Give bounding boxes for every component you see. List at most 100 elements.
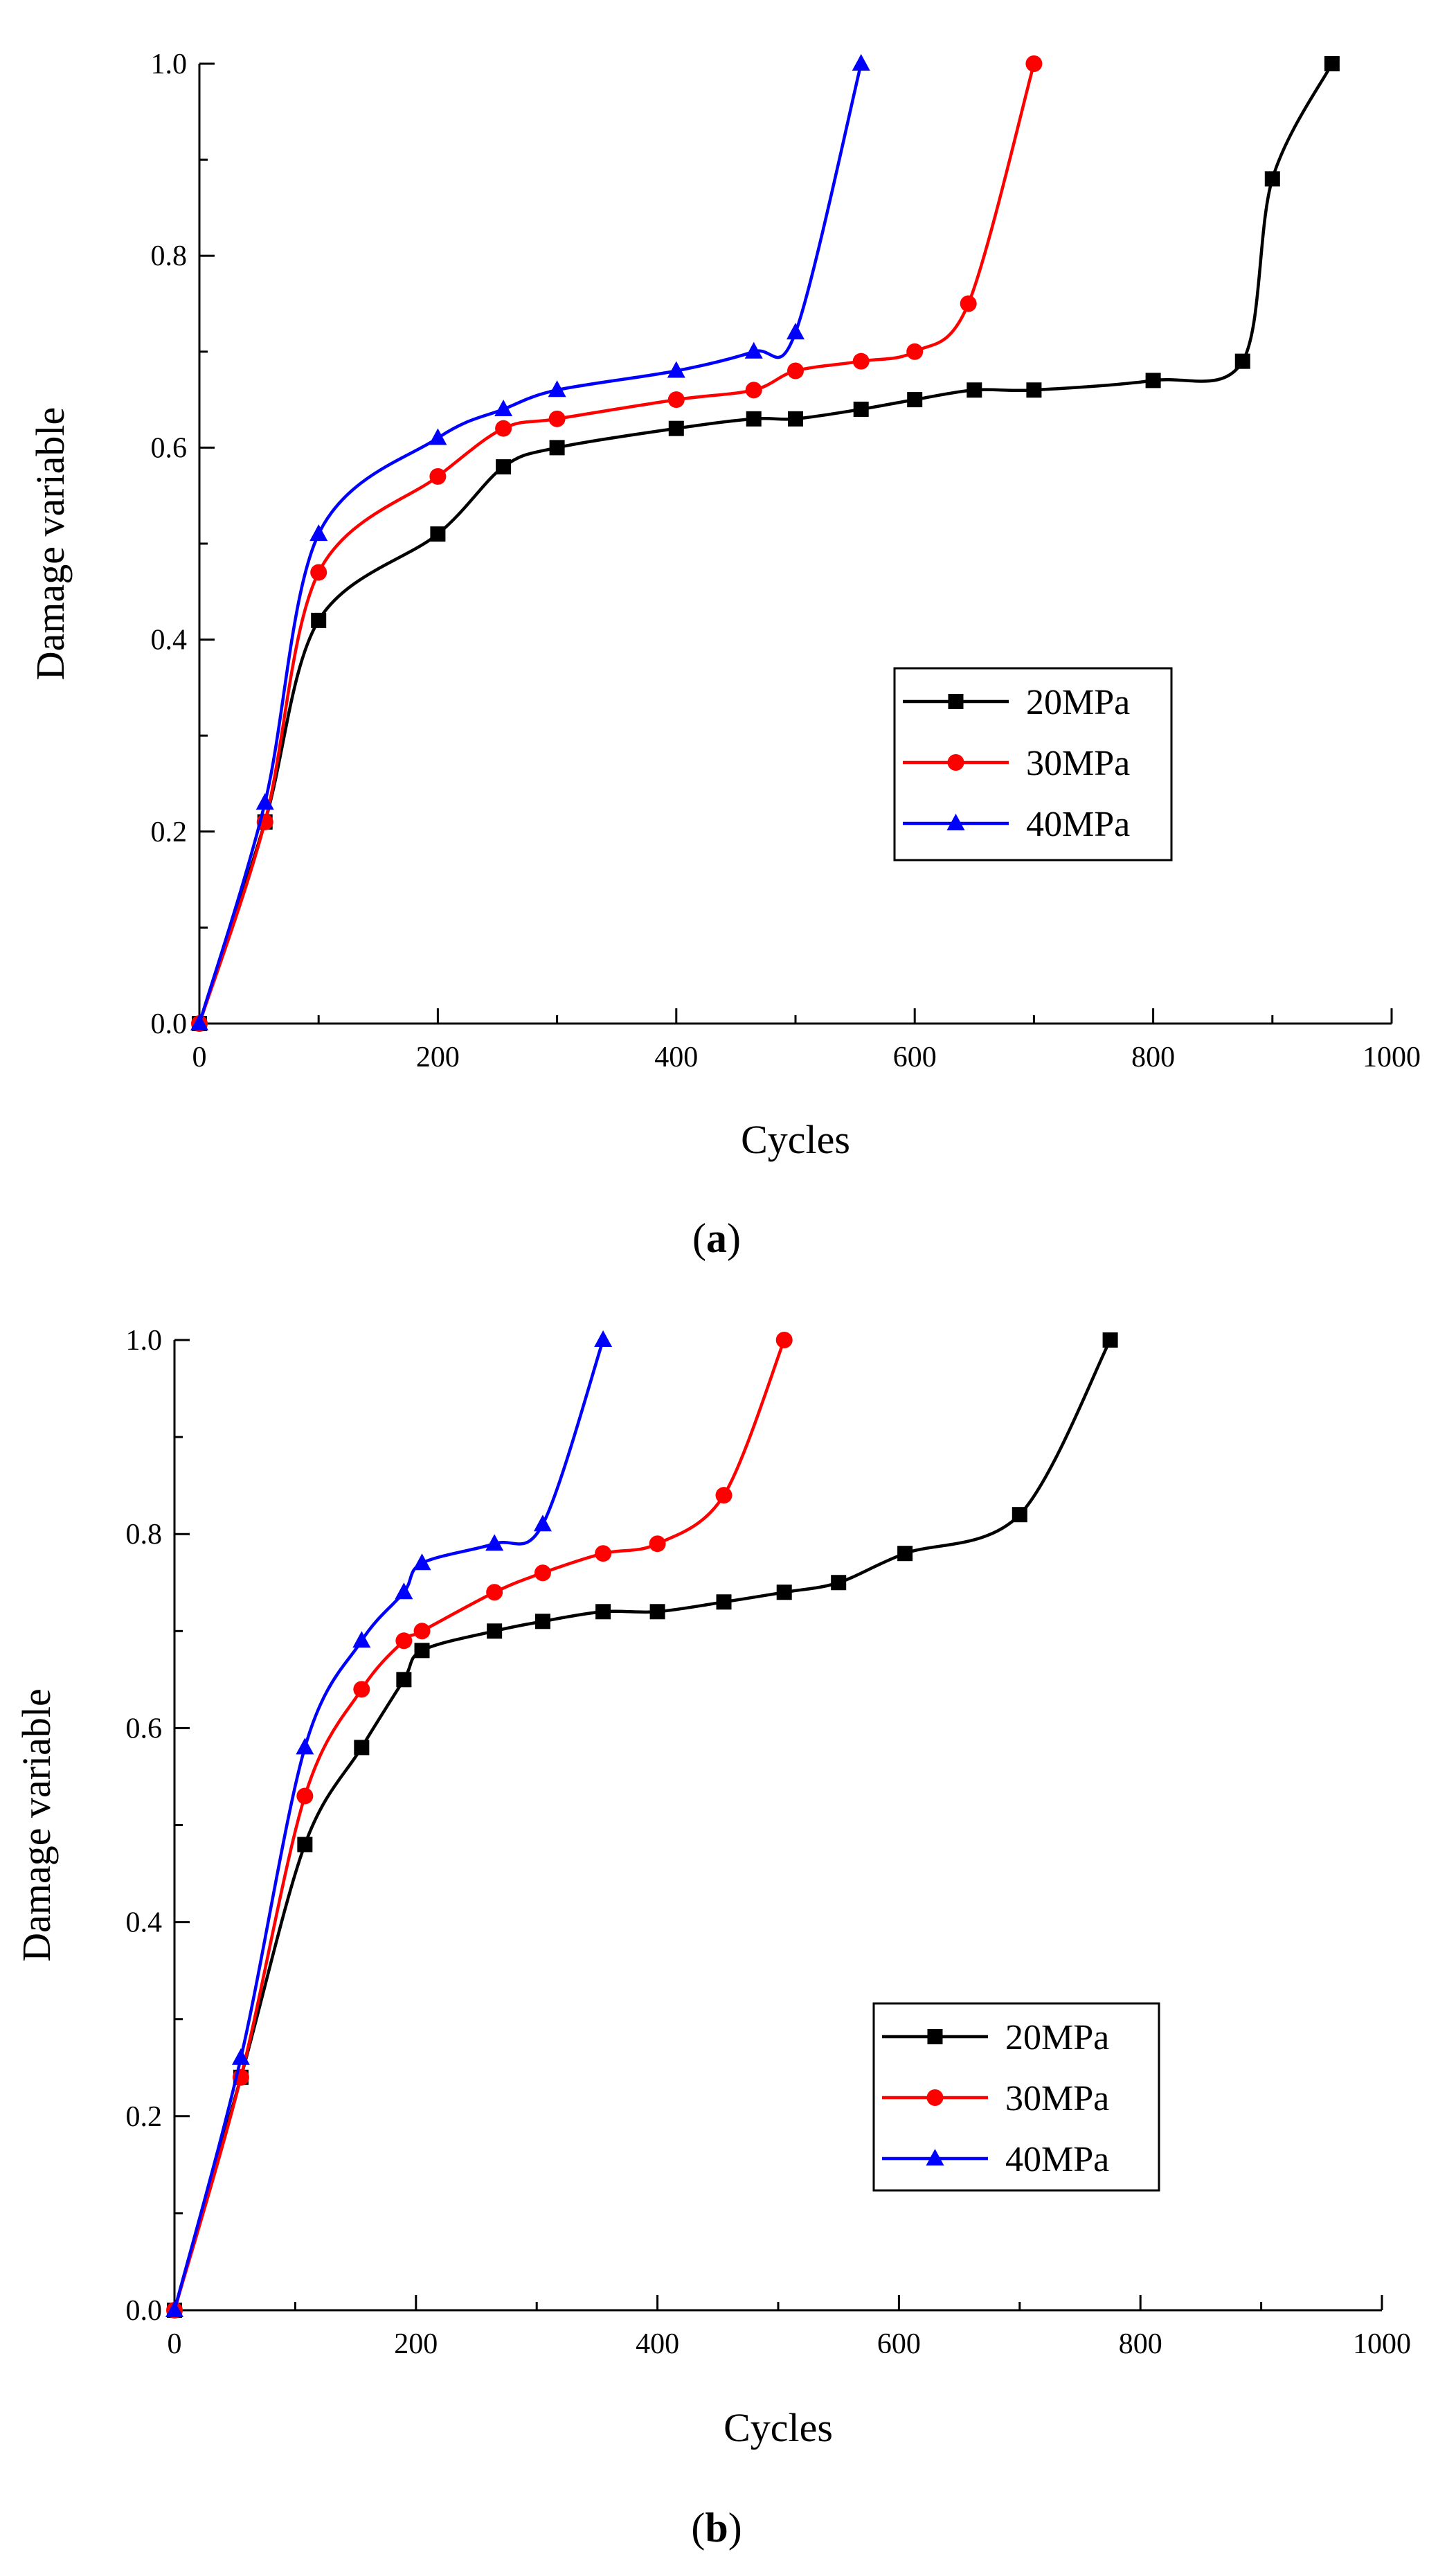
legend-marker-30MPa — [947, 754, 964, 771]
data-point-30MPa — [429, 467, 447, 485]
legend-marker-20MPa — [927, 2029, 943, 2044]
data-point-20MPa — [1102, 1332, 1118, 1348]
series-line-40MPa — [197, 63, 863, 1024]
data-point-20MPa — [668, 420, 684, 436]
legend-marker-40MPa — [926, 2149, 944, 2165]
series-line-40MPa — [172, 1339, 605, 2311]
x-tick-label: 400 — [654, 1042, 698, 1073]
data-point-40MPa — [548, 380, 566, 398]
data-point-20MPa — [1012, 1507, 1027, 1523]
y-axis-title: Damage variable — [28, 407, 73, 681]
data-point-30MPa — [395, 1632, 413, 1650]
legend-label-40MPa: 40MPa — [1005, 2140, 1109, 2179]
data-point-30MPa — [1025, 55, 1043, 72]
data-point-20MPa — [396, 1672, 412, 1688]
x-tick-label: 800 — [1131, 1042, 1175, 1073]
data-point-20MPa — [1026, 382, 1042, 398]
x-tick-label: 600 — [877, 2328, 921, 2360]
x-tick-label: 200 — [394, 2328, 438, 2360]
x-tick-label: 1000 — [1363, 1042, 1421, 1073]
data-point-40MPa — [485, 1534, 504, 1551]
data-point-40MPa — [190, 1014, 208, 1030]
data-point-30MPa — [310, 564, 327, 581]
y-tick-label: 0.8 — [151, 240, 188, 272]
y-tick-label: 1.0 — [126, 1325, 163, 1357]
data-point-40MPa — [667, 361, 685, 378]
legend-label-20MPa: 20MPa — [1005, 2018, 1109, 2057]
legend: 20MPa 30MPa 40MPa — [872, 2002, 1160, 2192]
data-point-30MPa — [548, 410, 566, 427]
legend-label-30MPa: 30MPa — [1005, 2079, 1109, 2118]
chart-panel-a: 0.0 0.2 0.4 0.6 0.8 1.0 0 200 400 600 800 1000 Cycle… — [28, 48, 1421, 1261]
y-tick-label: 0.2 — [126, 2101, 163, 2133]
legend: 20MPa 30MPa 40MPa — [893, 667, 1173, 861]
data-point-20MPa — [746, 411, 762, 427]
data-point-40MPa — [395, 1582, 413, 1600]
x-tick-label: 400 — [636, 2328, 679, 2360]
data-point-20MPa — [788, 411, 803, 427]
x-axis-title: Cycles — [741, 1117, 850, 1162]
series-line-30MPa — [197, 63, 1036, 1024]
legend-label-20MPa: 20MPa — [1026, 683, 1130, 722]
data-point-20MPa — [853, 401, 869, 417]
x-tick-label: 0 — [168, 2328, 182, 2360]
y-axis-title: Damage variable — [14, 1688, 59, 1962]
data-point-20MPa — [430, 526, 446, 542]
panel-caption: (b) — [691, 2505, 742, 2551]
data-point-30MPa — [353, 1681, 370, 1698]
data-point-20MPa — [716, 1594, 732, 1610]
data-point-20MPa — [595, 1604, 611, 1620]
data-point-30MPa — [667, 391, 685, 409]
data-point-30MPa — [595, 1545, 612, 1562]
data-point-40MPa — [787, 323, 805, 340]
x-tick-label: 600 — [893, 1042, 937, 1073]
data-point-30MPa — [787, 362, 804, 379]
y-tick-label: 0.4 — [126, 1907, 163, 1939]
data-point-40MPa — [744, 341, 763, 359]
y-tick-label: 0.4 — [151, 625, 188, 657]
y-tick-label: 0.6 — [126, 1713, 163, 1744]
data-point-20MPa — [1264, 171, 1280, 187]
data-point-40MPa — [413, 1553, 431, 1571]
series-line-30MPa — [172, 1339, 786, 2311]
data-point-20MPa — [831, 1575, 847, 1591]
x-tick-label: 1000 — [1353, 2328, 1411, 2360]
data-point-30MPa — [852, 352, 870, 370]
data-point-30MPa — [495, 420, 512, 437]
y-tick-label: 0.2 — [151, 816, 188, 848]
data-point-40MPa — [429, 428, 447, 445]
data-point-20MPa — [776, 1584, 792, 1600]
data-point-40MPa — [255, 793, 274, 810]
y-tick-label: 0.8 — [126, 1519, 163, 1551]
x-tick-label: 0 — [192, 1042, 207, 1073]
x-tick-label: 800 — [1119, 2328, 1162, 2360]
data-point-40MPa — [352, 1631, 371, 1648]
x-axis-title: Cycles — [723, 2405, 833, 2450]
data-point-20MPa — [907, 392, 923, 408]
data-point-20MPa — [1145, 373, 1161, 389]
data-point-20MPa — [649, 1604, 665, 1620]
legend-label-30MPa: 30MPa — [1026, 744, 1130, 783]
data-point-30MPa — [413, 1623, 431, 1640]
panel-caption: (a) — [692, 1215, 741, 1261]
legend-marker-20MPa — [948, 694, 964, 709]
legend-marker-30MPa — [926, 2089, 944, 2106]
chart-panel-b: 0.0 0.2 0.4 0.6 0.8 1.0 0 200 400 600 800 1000 Cycle… — [14, 1325, 1411, 2551]
data-point-30MPa — [649, 1535, 666, 1553]
data-point-20MPa — [414, 1643, 430, 1659]
data-point-30MPa — [296, 1787, 314, 1805]
data-point-40MPa — [165, 2301, 183, 2317]
data-point-30MPa — [960, 295, 977, 312]
data-point-20MPa — [487, 1623, 503, 1639]
data-point-30MPa — [715, 1487, 733, 1504]
data-point-40MPa — [852, 54, 870, 71]
data-point-40MPa — [296, 1738, 314, 1755]
data-point-20MPa — [1234, 353, 1250, 369]
data-point-20MPa — [897, 1546, 913, 1562]
data-point-20MPa — [549, 440, 565, 456]
data-point-30MPa — [534, 1564, 551, 1582]
data-point-40MPa — [309, 524, 328, 542]
y-tick-label: 0.0 — [151, 1008, 188, 1040]
legend-label-40MPa: 40MPa — [1026, 805, 1130, 844]
